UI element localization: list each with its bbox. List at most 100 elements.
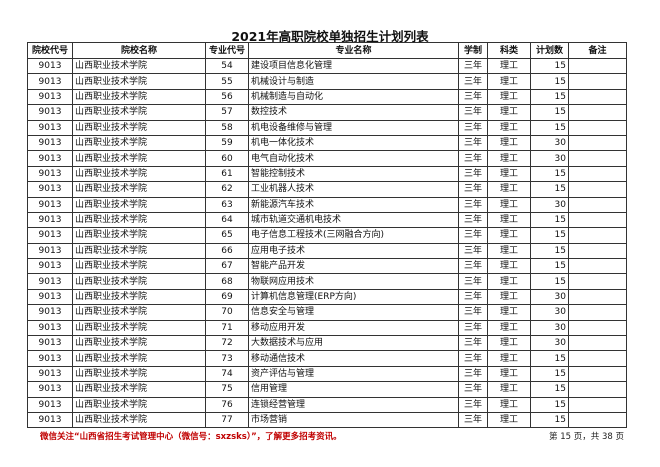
cell-major-code: 57 — [205, 104, 249, 121]
cell-major-name: 机电设备维修与管理 — [248, 119, 459, 136]
cell-duration: 三年 — [458, 335, 488, 352]
cell-school-name: 山西职业技术学院 — [72, 134, 206, 152]
cell-duration: 三年 — [458, 134, 488, 152]
cell-duration: 三年 — [458, 396, 488, 413]
cell-duration: 三年 — [458, 211, 488, 229]
cell-major-name: 机械制造与自动化 — [248, 88, 459, 106]
footnote: 微信关注“山西省招生考试管理中心（微信号：sxzsks）”，了解更多招考资讯。 — [40, 432, 342, 442]
cell-major-name: 数控技术 — [248, 104, 459, 121]
cell-school-code: 9013 — [27, 288, 73, 306]
cell-major-code: 59 — [205, 134, 249, 152]
cell-major-name: 工业机器人技术 — [248, 181, 459, 198]
cell-duration: 三年 — [458, 73, 488, 90]
cell-quota: 15 — [530, 227, 569, 244]
table-row: 9013 山西职业技术学院 55 机械设计与制造 三年 理工 15 — [27, 73, 627, 90]
cell-major-name: 电气自动化技术 — [248, 150, 459, 167]
cell-school-code: 9013 — [27, 273, 73, 290]
cell-school-name: 山西职业技术学院 — [72, 88, 206, 106]
cell-school-code: 9013 — [27, 365, 73, 383]
cell-major-code: 62 — [205, 181, 249, 198]
cell-school-code: 9013 — [27, 319, 73, 337]
cell-category: 理工 — [487, 88, 531, 106]
cell-major-name: 连锁经营管理 — [248, 396, 459, 413]
cell-category: 理工 — [487, 273, 531, 290]
cell-school-name: 山西职业技术学院 — [72, 104, 206, 121]
cell-school-code: 9013 — [27, 134, 73, 152]
cell-major-code: 65 — [205, 227, 249, 244]
cell-school-name: 山西职业技术学院 — [72, 350, 206, 367]
cell-quota: 30 — [530, 134, 569, 152]
table-row: 9013 山西职业技术学院 60 电气自动化技术 三年 理工 30 — [27, 150, 627, 167]
cell-major-code: 68 — [205, 273, 249, 290]
cell-remarks — [568, 304, 627, 321]
cell-remarks — [568, 273, 627, 290]
cell-quota: 30 — [530, 319, 569, 337]
cell-remarks — [568, 381, 627, 398]
cell-duration: 三年 — [458, 165, 488, 183]
cell-category: 理工 — [487, 196, 531, 213]
cell-category: 理工 — [487, 227, 531, 244]
header-major-code: 专业代号 — [205, 42, 249, 59]
cell-major-name: 新能源汽车技术 — [248, 196, 459, 213]
cell-quota: 30 — [530, 304, 569, 321]
cell-school-name: 山西职业技术学院 — [72, 288, 206, 306]
table-row: 9013 山西职业技术学院 77 市场营销 三年 理工 15 — [27, 411, 627, 429]
cell-quota: 15 — [530, 273, 569, 290]
cell-remarks — [568, 242, 627, 260]
cell-quota: 30 — [530, 150, 569, 167]
enrollment-plan-table: 院校代号 院校名称 专业代号 专业名称 学制 科类 计划数 备注 9013 山西职业技术学院 54… — [27, 42, 627, 429]
cell-remarks — [568, 396, 627, 413]
cell-major-name: 智能产品开发 — [248, 258, 459, 275]
table-row: 9013 山西职业技术学院 75 信用管理 三年 理工 15 — [27, 381, 627, 398]
cell-school-name: 山西职业技术学院 — [72, 165, 206, 183]
cell-school-code: 9013 — [27, 73, 73, 90]
cell-category: 理工 — [487, 335, 531, 352]
cell-remarks — [568, 150, 627, 167]
cell-quota: 15 — [530, 242, 569, 260]
cell-duration: 三年 — [458, 150, 488, 167]
cell-school-code: 9013 — [27, 242, 73, 260]
cell-remarks — [568, 211, 627, 229]
cell-category: 理工 — [487, 134, 531, 152]
cell-category: 理工 — [487, 365, 531, 383]
cell-school-name: 山西职业技术学院 — [72, 319, 206, 337]
cell-school-name: 山西职业技术学院 — [72, 181, 206, 198]
cell-category: 理工 — [487, 350, 531, 367]
cell-school-name: 山西职业技术学院 — [72, 273, 206, 290]
cell-remarks — [568, 181, 627, 198]
cell-school-code: 9013 — [27, 57, 73, 75]
cell-remarks — [568, 104, 627, 121]
cell-school-name: 山西职业技术学院 — [72, 119, 206, 136]
cell-major-code: 55 — [205, 73, 249, 90]
cell-major-code: 60 — [205, 150, 249, 167]
cell-duration: 三年 — [458, 57, 488, 75]
cell-quota: 15 — [530, 350, 569, 367]
cell-category: 理工 — [487, 288, 531, 306]
cell-school-name: 山西职业技术学院 — [72, 381, 206, 398]
cell-major-name: 移动通信技术 — [248, 350, 459, 367]
cell-duration: 三年 — [458, 381, 488, 398]
cell-quota: 15 — [530, 258, 569, 275]
cell-school-code: 9013 — [27, 411, 73, 429]
table-row: 9013 山西职业技术学院 68 物联网应用技术 三年 理工 15 — [27, 273, 627, 290]
table-row: 9013 山西职业技术学院 71 移动应用开发 三年 理工 30 — [27, 319, 627, 337]
cell-school-code: 9013 — [27, 196, 73, 213]
cell-duration: 三年 — [458, 350, 488, 367]
cell-major-name: 智能控制技术 — [248, 165, 459, 183]
cell-remarks — [568, 88, 627, 106]
cell-duration: 三年 — [458, 319, 488, 337]
cell-remarks — [568, 227, 627, 244]
cell-category: 理工 — [487, 104, 531, 121]
cell-category: 理工 — [487, 304, 531, 321]
cell-duration: 三年 — [458, 104, 488, 121]
cell-quota: 30 — [530, 335, 569, 352]
page-title: 2021年高职院校单独招生计划列表 — [231, 29, 429, 44]
cell-school-code: 9013 — [27, 396, 73, 413]
cell-school-name: 山西职业技术学院 — [72, 242, 206, 260]
page-number: 第 15 页，共 38 页 — [549, 432, 624, 442]
table-row: 9013 山西职业技术学院 66 应用电子技术 三年 理工 15 — [27, 242, 627, 260]
cell-remarks — [568, 350, 627, 367]
cell-school-name: 山西职业技术学院 — [72, 258, 206, 275]
cell-school-name: 山西职业技术学院 — [72, 396, 206, 413]
cell-quota: 15 — [530, 365, 569, 383]
